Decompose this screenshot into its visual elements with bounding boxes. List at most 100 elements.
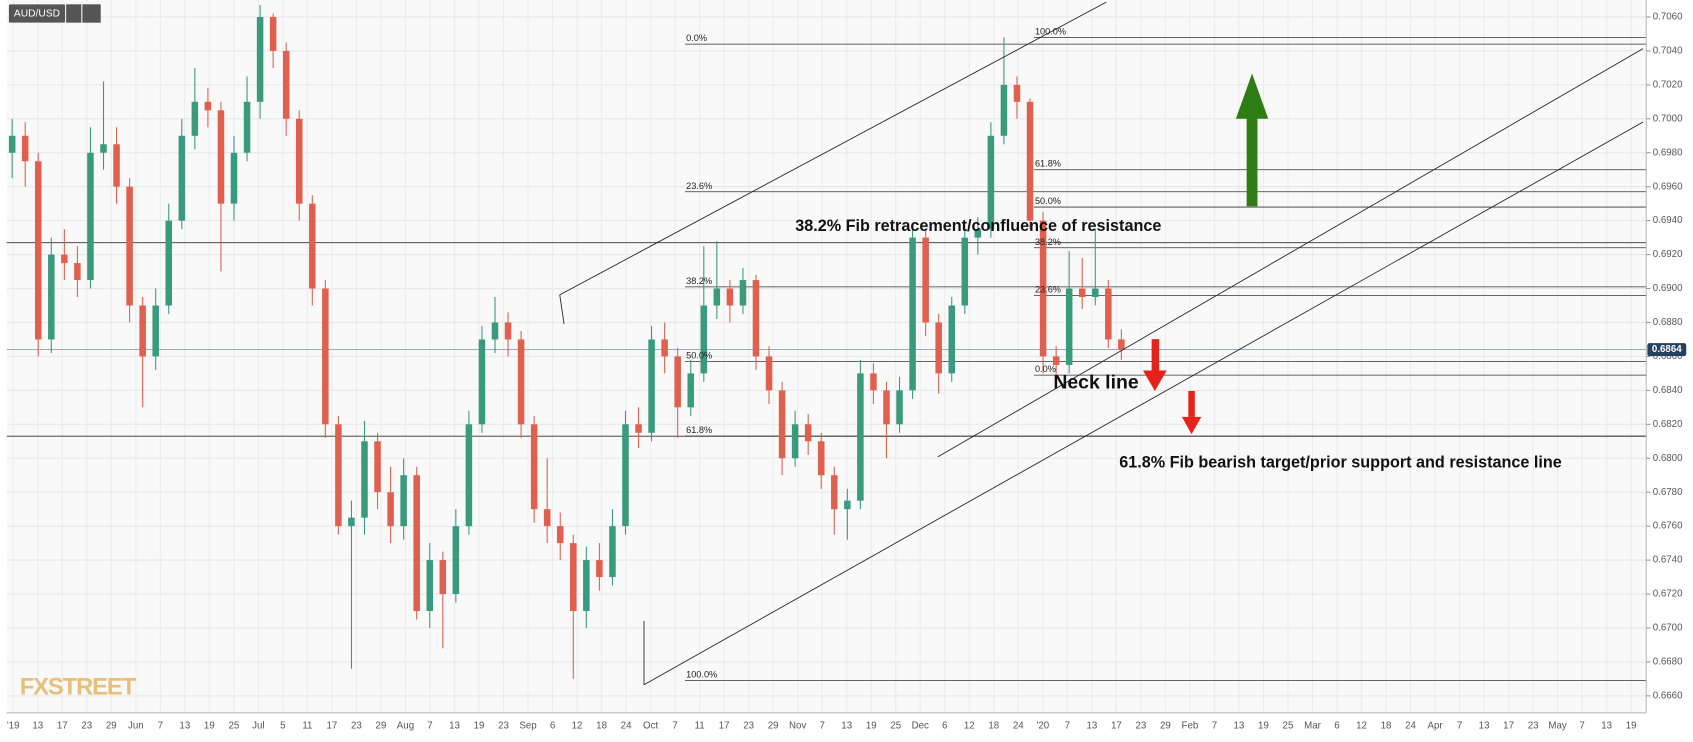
x-tick-label: Oct — [643, 720, 658, 731]
candle-body — [1092, 288, 1099, 298]
candle-body — [165, 220, 173, 306]
x-tick-label: Jun — [128, 720, 144, 731]
candle-body — [1052, 356, 1060, 365]
candle-body — [700, 305, 708, 374]
candles — [8, 5, 1125, 679]
y-tick-label: 0.6900 — [1653, 283, 1683, 294]
candle-body — [609, 526, 616, 578]
candle-body — [465, 424, 473, 527]
candle-body — [530, 424, 538, 510]
candle-body — [152, 305, 159, 357]
fib-label: 0.0% — [686, 33, 707, 43]
candle-body — [726, 288, 734, 306]
trend-line — [559, 1, 1107, 296]
x-tick-label: Jul — [252, 720, 264, 731]
y-tick-label: 0.7020 — [1653, 79, 1683, 90]
up-arrow-head — [1235, 73, 1269, 119]
x-tick-label: 6 — [942, 720, 947, 731]
drawings — [559, 1, 1644, 686]
y-tick-label: 0.7000 — [1653, 113, 1683, 124]
x-tick-label: 25 — [890, 720, 901, 731]
grid — [6, 0, 1647, 713]
trend-line — [937, 48, 1644, 458]
fib-label: 100.0% — [1035, 26, 1066, 36]
candle-body — [1039, 220, 1047, 357]
x-tick-label: 6 — [550, 720, 555, 731]
x-tick-label: 17 — [327, 720, 338, 731]
symbol: AUD/USD — [14, 9, 60, 20]
x-tick-label: 18 — [1381, 720, 1392, 731]
fib-label: 61.8% — [1035, 159, 1061, 169]
candle-body — [413, 475, 420, 612]
candle-body — [1013, 84, 1021, 102]
candle-body — [583, 560, 590, 612]
x-tick-label: '19 — [7, 720, 20, 731]
x-tick-label: 18 — [596, 720, 607, 731]
candle-body — [243, 101, 251, 153]
x-tick-label: 19 — [204, 720, 215, 731]
candle-body — [648, 339, 655, 433]
trend-line — [559, 294, 565, 325]
x-tick-label: 23 — [498, 720, 509, 731]
arrows — [1142, 73, 1269, 435]
x-tick-label: 19 — [1626, 720, 1637, 731]
last-price-label: 0.6864 — [1652, 344, 1682, 355]
y-tick-label: 0.6740 — [1653, 555, 1683, 566]
candle-body — [922, 237, 929, 323]
refresh-button[interactable] — [66, 4, 82, 23]
annotation: 61.8% Fib bearish target/prior support a… — [1119, 454, 1562, 472]
x-tick-label: 24 — [1405, 720, 1416, 731]
candle-body — [935, 322, 942, 374]
candle-body — [8, 135, 16, 153]
y-tick-label: 0.6720 — [1653, 589, 1683, 600]
candle-body — [504, 322, 512, 340]
x-tick-label: 25 — [228, 720, 239, 731]
y-tick-label: 0.6760 — [1653, 521, 1683, 532]
candle-body — [896, 390, 903, 425]
fib-label: 50.0% — [686, 351, 712, 361]
candle-body — [387, 492, 394, 527]
x-tick-label: 23 — [1135, 720, 1146, 731]
candle-body — [361, 441, 368, 518]
x-tick-label: 17 — [719, 720, 730, 731]
fib-label: 23.6% — [1035, 284, 1061, 294]
x-tick-label: 23 — [1528, 720, 1539, 731]
candle-body — [374, 441, 381, 493]
x-tick-label: 19 — [866, 720, 877, 731]
candle-body — [439, 560, 447, 595]
candle-body — [178, 135, 186, 221]
fib-label: 0.0% — [1035, 364, 1056, 374]
last-price-box — [1647, 343, 1687, 357]
candle-body — [139, 305, 146, 357]
candle-body — [61, 254, 68, 264]
candle-body — [1105, 288, 1112, 340]
candle-body — [739, 280, 747, 306]
x-tick-label: 13 — [841, 720, 852, 731]
y-tick-label: 0.6880 — [1653, 317, 1683, 328]
candle-body — [426, 560, 434, 612]
annotation: Neck line — [1053, 372, 1139, 394]
candle-body — [87, 152, 94, 281]
fib-label: 23.6% — [686, 181, 712, 191]
candle-body — [335, 424, 342, 527]
y-tick-label: 0.7060 — [1653, 12, 1683, 23]
candle-body — [987, 135, 995, 230]
settings-button[interactable] — [82, 4, 101, 23]
candle-body — [804, 424, 812, 442]
candle-body — [322, 288, 329, 425]
down-arrow — [1151, 339, 1160, 372]
x-tick-label: 13 — [1234, 720, 1245, 731]
x-tick-label: 5 — [280, 720, 285, 731]
candle-body — [596, 560, 603, 578]
candle-body — [791, 424, 799, 459]
x-tick-label: Apr — [1427, 720, 1443, 731]
candle-body — [752, 280, 760, 357]
x-tick-label: Feb — [1182, 720, 1199, 731]
fib-label: 61.8% — [686, 425, 712, 435]
y-tick-label: 0.6840 — [1653, 385, 1683, 396]
down-arrow-head — [1181, 416, 1202, 435]
candle-body — [844, 500, 851, 510]
down-arrow-head — [1142, 370, 1167, 391]
y-tick-label: 0.6940 — [1653, 215, 1683, 226]
candle-body — [543, 509, 551, 527]
